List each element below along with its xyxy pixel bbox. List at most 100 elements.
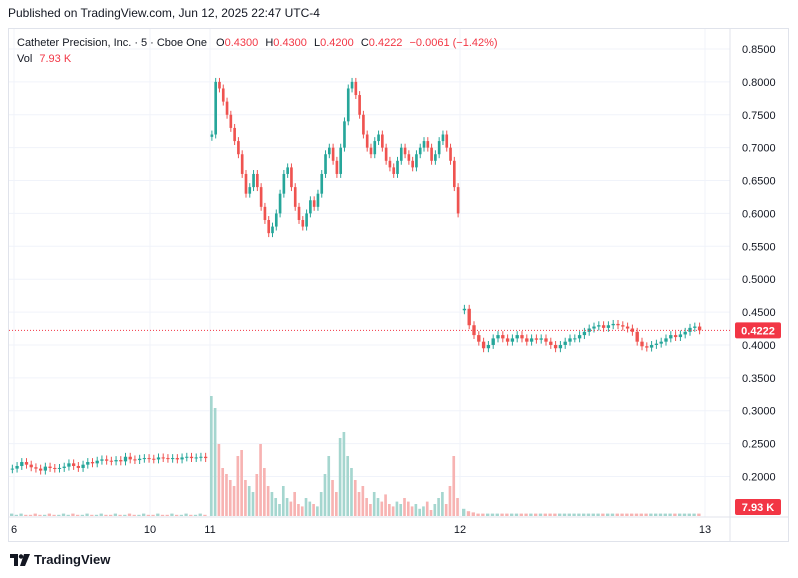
candle-body	[381, 134, 384, 148]
volume-bar	[586, 513, 591, 516]
volume-bar	[697, 513, 701, 516]
volume-bar	[596, 513, 600, 516]
candle-body	[180, 457, 184, 460]
candle-body	[563, 341, 567, 345]
candle-body	[411, 160, 414, 168]
candle-body	[396, 160, 399, 174]
volume-bar	[66, 514, 70, 516]
volume-bar	[601, 513, 605, 516]
volume-bar	[99, 513, 103, 516]
volume-bar	[687, 513, 691, 516]
volume-bar	[376, 498, 380, 516]
candle-body	[354, 81, 358, 96]
candle-body	[259, 187, 263, 207]
candle-body	[418, 147, 422, 155]
volume-bar	[90, 514, 94, 516]
candle-body	[320, 173, 324, 194]
separator-dot: ·	[150, 37, 154, 49]
candle-body	[501, 335, 505, 339]
volume-bar	[203, 514, 207, 516]
volume-bar	[300, 506, 304, 516]
volume-bar	[410, 506, 414, 516]
volume-bar	[558, 513, 562, 516]
volume-bar	[338, 438, 342, 516]
candle-body	[683, 331, 687, 335]
volume-bar	[160, 514, 165, 516]
volume-bar	[52, 514, 56, 516]
candle-body	[597, 325, 601, 327]
volume-bar	[259, 444, 262, 516]
volume-bar	[189, 514, 193, 516]
y-tick-label: 0.5500	[742, 241, 776, 253]
volume-bar	[634, 513, 639, 516]
candle-body	[147, 458, 151, 460]
candle-body	[161, 457, 165, 459]
candle-body	[587, 328, 591, 332]
volume-bar	[127, 513, 132, 516]
candle-body	[649, 344, 654, 348]
volume-bar	[615, 513, 619, 516]
volume-bar	[567, 513, 571, 516]
candle-body	[263, 206, 267, 220]
candle-body	[166, 458, 170, 460]
candle-body	[48, 466, 52, 468]
candle-body	[544, 338, 548, 342]
volume-bar	[236, 456, 240, 516]
candle-body	[645, 346, 649, 348]
candle-body	[252, 173, 255, 188]
candle-body	[278, 193, 282, 214]
candle-body	[170, 458, 175, 460]
volume-bar	[335, 492, 338, 516]
footer-brand[interactable]: TradingView	[10, 552, 110, 567]
volume-bar	[14, 514, 19, 516]
volume-bar	[357, 492, 361, 516]
volume-bar	[255, 474, 259, 516]
candle-body	[365, 134, 369, 148]
candle-body	[456, 187, 460, 214]
candle-body	[467, 308, 471, 326]
volume-bar	[452, 456, 456, 516]
candle-body	[95, 460, 99, 464]
volume-bar	[170, 513, 174, 516]
candle-body	[67, 463, 71, 467]
y-tick-label: 0.7500	[742, 110, 776, 122]
volume-bar	[210, 396, 213, 516]
candle-body	[346, 88, 350, 122]
candle-body	[293, 187, 297, 207]
volume-bar	[213, 408, 217, 516]
volume-bar	[80, 514, 85, 516]
volume-bar	[331, 480, 334, 516]
candle-body	[339, 147, 343, 174]
volume-bar	[278, 504, 281, 516]
candle-body	[625, 326, 630, 329]
candle-body	[426, 141, 430, 148]
volume-bar	[312, 504, 315, 516]
y-tick-label: 0.7000	[742, 143, 776, 155]
volume-bar	[156, 513, 160, 516]
candle-body	[525, 338, 529, 342]
volume-bar	[304, 498, 308, 516]
candle-body	[229, 114, 233, 128]
volume-bar	[146, 514, 151, 516]
chart-legend: Catheter Precision, Inc. · 5 · Cboe One O0.4…	[17, 35, 498, 67]
volume-label: Vol	[17, 53, 33, 65]
candle-body	[248, 187, 252, 194]
candle-body	[630, 328, 635, 332]
volume-bar	[466, 511, 471, 516]
volume-bar	[476, 513, 480, 516]
volume-bar	[553, 513, 557, 516]
candle-body	[384, 147, 388, 161]
candle-body	[233, 127, 236, 142]
candle-body	[100, 459, 104, 461]
volume-bar	[285, 498, 289, 516]
candle-body	[256, 173, 259, 188]
low-value: 0.4200	[320, 37, 354, 49]
candle-body	[343, 121, 346, 148]
volume-bar	[572, 513, 576, 516]
volume-bar	[28, 514, 33, 516]
volume-bar	[538, 513, 543, 516]
volume-bar	[418, 508, 421, 516]
volume-bar	[620, 513, 624, 516]
volume-bar	[151, 514, 155, 516]
